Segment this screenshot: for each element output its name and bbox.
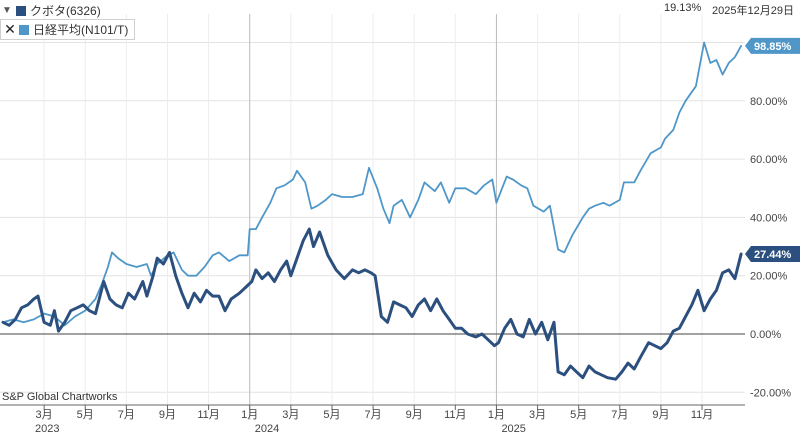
- end-label-text: 98.85%: [754, 41, 792, 53]
- x-tick-label: 9月: [406, 409, 423, 421]
- x-tick-label: 7月: [365, 409, 382, 421]
- x-tick-label: 11月: [691, 409, 713, 421]
- end-label-flag: [745, 37, 800, 54]
- x-tick-label: 3月: [282, 409, 299, 421]
- x-axis-ticks: 3月 5月 7月 9月 11月 1月 3月 5月 7月 9月 11月 1月 3月 5月 7月 9月 11月 202…: [35, 405, 713, 435]
- end-label-flag: [745, 246, 800, 263]
- x-tick-label: 5月: [570, 409, 587, 421]
- legend-label-nikkei: 日経平均(N101/T): [33, 23, 129, 37]
- legend-swatch-nikkei: [19, 24, 29, 35]
- y-tick-label: 20.00%: [750, 271, 788, 283]
- x-tick-label: 9月: [159, 409, 176, 421]
- legend-swatch-kubota: [16, 5, 26, 16]
- close-icon[interactable]: ✕: [4, 21, 16, 37]
- y-tick-label: 80.00%: [750, 96, 788, 108]
- header-change-pct: 19.13%: [664, 2, 702, 14]
- legend-item-nikkei[interactable]: ✕ 日経平均(N101/T): [0, 19, 136, 40]
- x-tick-label: 5月: [77, 409, 94, 421]
- y-tick-label: 40.00%: [750, 212, 788, 224]
- year-dividers: [249, 14, 497, 420]
- x-tick-label: 7月: [611, 409, 628, 421]
- x-year-label: 2025: [501, 423, 525, 435]
- x-tick-label: 7月: [118, 409, 135, 421]
- x-year-label: 2024: [255, 423, 279, 435]
- series-lines: [1, 41, 743, 381]
- x-tick-label: 9月: [652, 409, 669, 421]
- y-axis-ticks: 100.00%80.00%60.00%40.00%20.00%0.00%-20.…: [750, 38, 794, 400]
- y-tick-label: -20.00%: [750, 387, 791, 399]
- x-tick-label: 1月: [241, 409, 258, 421]
- x-tick-label: 1月: [488, 409, 505, 421]
- end-label-nikkei: 98.85%: [745, 37, 800, 54]
- y-tick-label: 60.00%: [750, 154, 788, 166]
- kubota-line: [1, 227, 743, 381]
- source-credit: S&P Global Chartworks: [2, 391, 118, 403]
- end-value-labels: 98.85% 27.44%: [745, 37, 800, 263]
- legend-label-kubota: クボタ(6326): [30, 4, 101, 18]
- legend-item-kubota[interactable]: ▼ クボタ(6326): [0, 2, 101, 19]
- y-tick-label: 0.00%: [750, 329, 781, 341]
- x-year-label: 2023: [35, 423, 59, 435]
- header-date: 2025年12月29日: [712, 5, 794, 17]
- end-label-kubota: 27.44%: [745, 246, 800, 263]
- nikkei-line: [2, 41, 742, 327]
- x-tick-label: 3月: [36, 409, 53, 421]
- x-tick-label: 11月: [444, 409, 466, 421]
- x-tick-label: 11月: [197, 409, 219, 421]
- gridlines: [0, 14, 745, 405]
- chevron-down-icon[interactable]: ▼: [2, 5, 12, 16]
- end-label-text: 27.44%: [754, 249, 792, 261]
- x-tick-label: 5月: [323, 409, 340, 421]
- x-tick-label: 3月: [529, 409, 546, 421]
